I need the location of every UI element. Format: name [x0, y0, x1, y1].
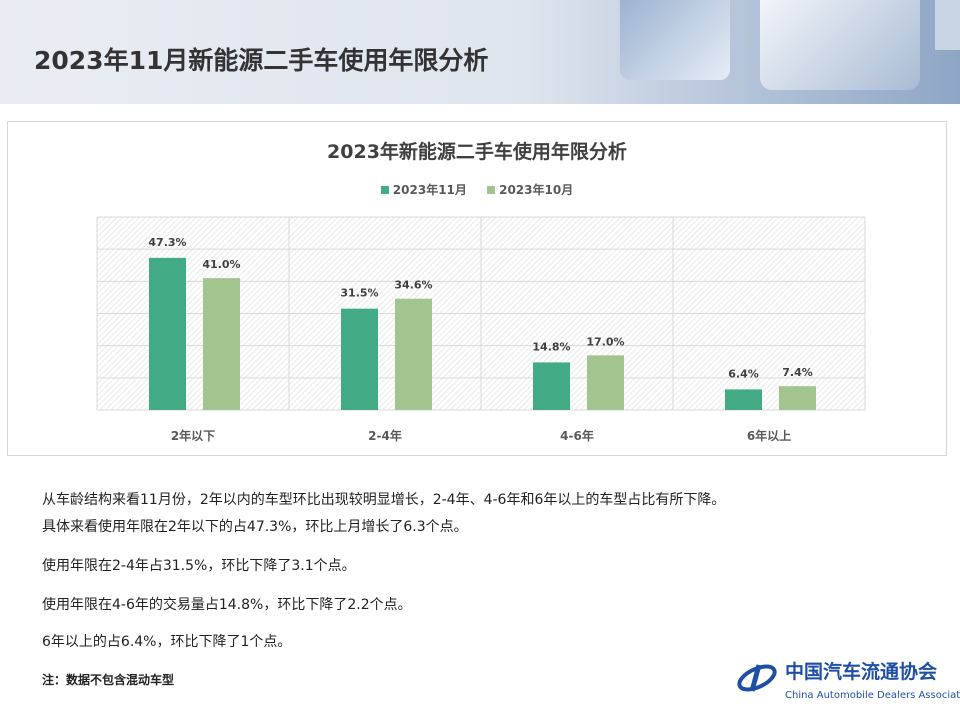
- data-label: 17.0%: [586, 335, 624, 348]
- chart-title: 2023年新能源二手车使用年限分析: [327, 141, 627, 163]
- cada-logo-mark: [737, 664, 777, 692]
- bar-nov: [341, 308, 378, 410]
- bar-nov: [149, 257, 186, 410]
- legend-label: 2023年10月: [499, 183, 574, 197]
- summary-text: 具体来看使用年限在2年以下的占47.3%，环比上月增长了6.3个点。: [42, 519, 468, 535]
- cada-logo: 中国汽车流通协会 China Automobile Dealers Associ…: [733, 660, 960, 710]
- banner-decoration: [760, 0, 920, 90]
- bar-nov: [533, 362, 570, 410]
- x-tick-label: 4-6年: [560, 428, 594, 443]
- page-title: 2023年11月新能源二手车使用年限分析: [34, 46, 489, 75]
- legend-item-nov: 2023年11月: [380, 183, 467, 197]
- logo-en-text: China Automobile Dealers Association: [785, 690, 960, 701]
- bar-oct: [587, 355, 624, 410]
- banner-decoration: [620, 0, 730, 80]
- x-tick-label: 2-4年: [368, 428, 402, 443]
- legend-item-oct: 2023年10月: [487, 183, 573, 197]
- legend-label: 2023年11月: [392, 183, 467, 197]
- footnote: 注：数据不包含混动车型: [42, 673, 175, 687]
- data-label: 31.5%: [340, 287, 378, 300]
- chart-container: 2023年新能源二手车使用年限分析 2023年11月 2023年10月 47.3…: [7, 121, 947, 456]
- bar-oct: [395, 298, 432, 410]
- header-banner: 2023年11月新能源二手车使用年限分析: [0, 0, 960, 104]
- data-label: 34.6%: [394, 279, 432, 292]
- data-label: 6.4%: [728, 367, 759, 380]
- legend-swatch: [487, 186, 496, 194]
- summary-text: 使用年限在4-6年的交易量占14.8%，环比下降了2.2个点。: [42, 597, 412, 613]
- bar-oct: [203, 278, 240, 410]
- logo-cn-text: 中国汽车流通协会: [785, 661, 938, 683]
- data-label: 41.0%: [202, 258, 240, 271]
- banner-decoration: [935, 0, 960, 50]
- data-label: 7.4%: [782, 366, 813, 379]
- summary-text: 6年以上的占6.4%，环比下降了1个点。: [42, 634, 292, 650]
- bar-oct: [779, 386, 816, 410]
- x-tick-label: 6年以上: [747, 428, 791, 443]
- data-label: 14.8%: [532, 340, 570, 353]
- bar-chart: 47.3% 41.0% 2年以下 31.5% 34.6% 2-4年 14.8% 17.0% 4-…: [96, 216, 866, 443]
- legend-swatch: [380, 186, 389, 194]
- data-label: 47.3%: [148, 236, 186, 249]
- bar-nov: [725, 389, 762, 410]
- x-tick-label: 2年以下: [171, 428, 215, 443]
- chart-legend: 2023年11月 2023年10月: [8, 182, 946, 198]
- summary-text: 使用年限在2-4年占31.5%，环比下降了3.1个点。: [42, 558, 356, 574]
- summary-text: 从车龄结构来看11月份，2年以内的车型环比出现较明显增长，2-4年、4-6年和6…: [42, 492, 726, 508]
